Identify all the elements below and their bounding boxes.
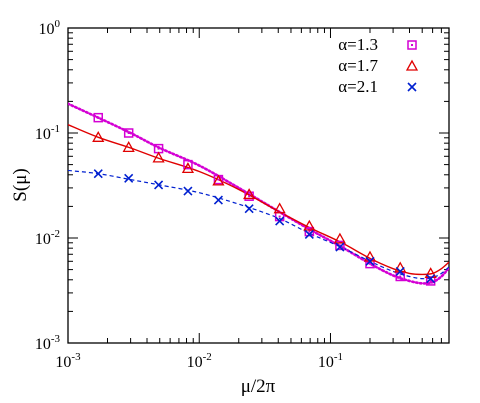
data-point-series-2: [243, 188, 256, 200]
data-point-series-1-dot: [338, 244, 341, 247]
y-tick-label: 10-3: [35, 333, 61, 353]
data-point-series-2: [92, 130, 105, 142]
minor-ticks: [68, 28, 449, 343]
x-tick-label: 10-2: [187, 351, 212, 371]
data-point-series-3: [93, 169, 103, 179]
data-point-series-1-dot: [368, 262, 371, 265]
data-point-series-3: [395, 266, 405, 277]
data-point-series-2: [122, 141, 135, 153]
data-point-series-1-dot: [157, 147, 160, 150]
y-tick-label: 10-1: [35, 123, 60, 143]
data-point-series-3: [275, 216, 285, 226]
data-point-series-1: [304, 226, 315, 237]
data-point-series-3: [426, 274, 436, 284]
data-point-series-2: [273, 202, 286, 214]
data-point-series-1-dot: [429, 279, 432, 282]
data-point-series-1: [335, 240, 345, 251]
legend-label-series-3: α=2.1: [338, 77, 378, 96]
data-point-series-2: [333, 232, 347, 244]
data-point-series-3: [244, 204, 254, 214]
data-point-series-3: [304, 229, 314, 240]
data-point-series-1-dot: [248, 195, 251, 198]
fit-line-series-1: [68, 102, 449, 285]
data-point-series-3: [213, 195, 223, 205]
y-tick-label: 10-2: [35, 228, 60, 248]
data-point-series-1: [183, 159, 193, 170]
fit-line-series-2: [68, 124, 449, 276]
data-point-series-2: [212, 174, 225, 186]
data-point-series-1-dot: [278, 215, 281, 218]
data-point-series-2: [424, 267, 437, 279]
data-point-series-1: [93, 112, 103, 123]
fit-line-series-3: [68, 169, 449, 280]
data-point-series-2: [303, 219, 316, 231]
data-markers: [92, 112, 437, 286]
x-axis-title: μ/2π: [241, 376, 276, 397]
data-point-series-3: [335, 242, 345, 252]
data-point-series-3: [154, 180, 164, 190]
major-ticks: [67, 27, 449, 344]
legend-label-series-2: α=1.7: [338, 56, 378, 75]
data-point-series-1-dot: [217, 178, 220, 181]
data-point-series-1-dot: [127, 132, 130, 134]
y-axis-title: S(μ): [10, 168, 31, 201]
legend-marker-series-1: [407, 40, 417, 50]
data-point-series-3: [183, 186, 193, 196]
legend-label-series-1: α=1.3: [338, 35, 378, 54]
y-tick-label: 100: [39, 18, 61, 38]
data-point-series-1-dot: [308, 230, 311, 233]
x-tick-label: 10-3: [55, 351, 81, 371]
legend-marker-series-3: [407, 82, 417, 92]
data-point-series-1: [123, 128, 134, 138]
data-point-series-2: [181, 162, 195, 174]
data-point-series-1-dot: [399, 275, 402, 278]
data-point-series-1-dot: [97, 116, 100, 119]
x-tick-labels: 10-3 10-2 10-1: [55, 351, 343, 371]
legend-marker-series-1-dot: [411, 44, 413, 46]
data-point-series-1: [365, 258, 375, 269]
legend: α=1.3 α=1.7 α=2.1: [338, 35, 419, 96]
plot-frame: [67, 27, 450, 344]
x-tick-label: 10-1: [318, 351, 343, 371]
data-point-series-2: [152, 151, 165, 163]
y-tick-labels: 10-3 10-2 10-1 100: [35, 18, 61, 353]
data-point-series-3: [124, 173, 134, 183]
legend-marker-series-2: [405, 59, 419, 71]
data-point-series-3: [365, 256, 375, 266]
